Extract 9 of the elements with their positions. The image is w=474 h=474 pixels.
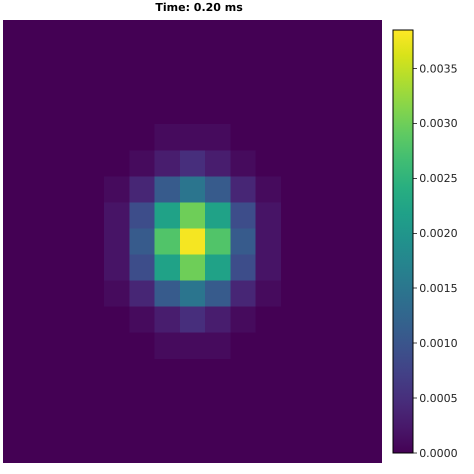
color-bar-label: 0.0025 [419, 172, 458, 186]
color-bar-label: 0.0005 [419, 392, 458, 405]
color-bar-label: 0.0000 [419, 446, 458, 460]
color-bar-label: 0.0030 [419, 117, 458, 130]
chart-title: Time: 0.20 ms [155, 1, 244, 14]
color-bar-label: 0.0020 [419, 227, 458, 240]
color-bar-label: 0.0010 [419, 336, 458, 350]
color-bar-label: 0.0015 [419, 282, 458, 296]
color-bar-label: 0.0035 [419, 62, 458, 76]
